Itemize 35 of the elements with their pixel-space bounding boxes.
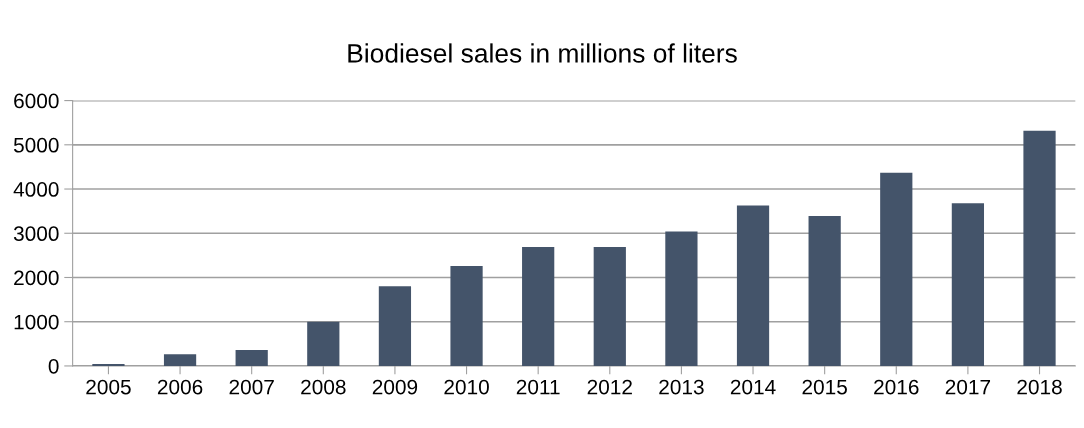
x-tick-label: 2010 [444, 379, 489, 395]
bar [378, 286, 412, 366]
x-tick-label: 2005 [86, 379, 131, 395]
x-tick-label: 2017 [945, 379, 991, 395]
x-tick-label: 2012 [587, 379, 632, 395]
bar [1023, 130, 1056, 366]
y-tick-label: 6000 [14, 93, 59, 109]
bar [880, 172, 913, 366]
y-tick-label: 4000 [13, 182, 59, 197]
y-tick-label: 3000 [13, 226, 59, 242]
x-tick-label: 2014 [730, 379, 776, 395]
x-tick-label: 2013 [659, 379, 704, 395]
bar [665, 231, 698, 366]
bar [235, 350, 268, 366]
chart-title: Biodiesel sales in millions of liters [348, 43, 737, 63]
x-tick-label: 2015 [802, 379, 847, 395]
bar [163, 354, 197, 366]
x-tick-label: 2016 [874, 379, 919, 395]
x-tick-label: 2007 [229, 379, 274, 395]
y-tick-label: 0 [48, 358, 59, 374]
bar [736, 205, 770, 366]
bar [951, 203, 985, 366]
bar [522, 246, 555, 366]
x-tick-label: 2018 [1017, 379, 1062, 395]
bar [450, 265, 483, 366]
bar [307, 321, 340, 366]
x-tick-label: 2006 [157, 379, 203, 395]
bar [593, 246, 626, 366]
y-tick-label: 1000 [14, 314, 59, 330]
x-tick-label: 2011 [516, 379, 560, 395]
x-tick-label: 2009 [372, 379, 418, 395]
bar [808, 216, 841, 366]
y-tick-label: 2000 [14, 270, 59, 286]
y-tick-label: 5000 [13, 137, 59, 153]
x-tick-label: 2008 [301, 379, 346, 395]
